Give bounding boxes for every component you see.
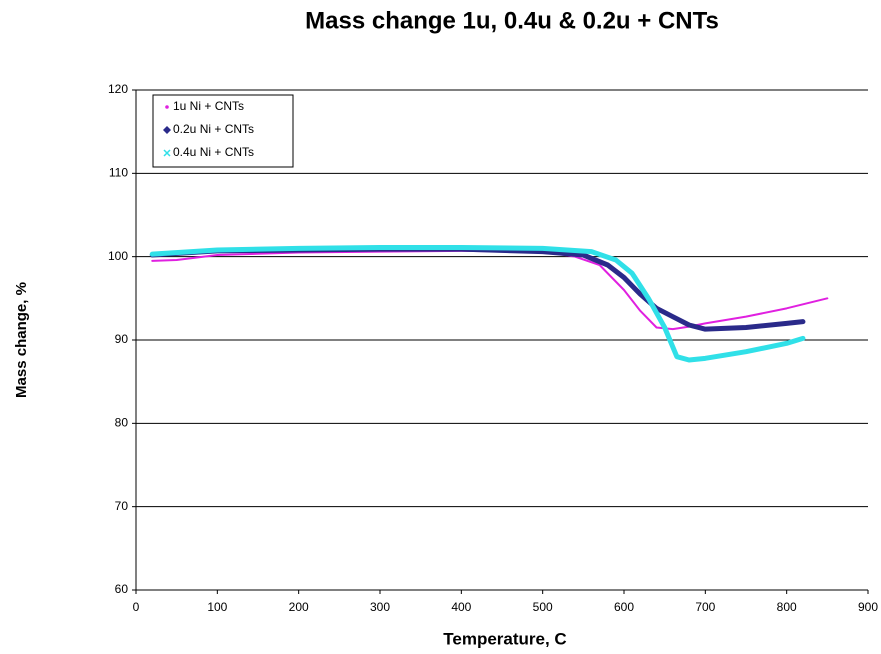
y-tick-label: 110 bbox=[109, 166, 128, 180]
y-tick-label: 90 bbox=[115, 332, 129, 346]
legend-label: 0.4u Ni + CNTs bbox=[173, 145, 254, 159]
x-tick-label: 400 bbox=[451, 600, 471, 614]
x-tick-label: 0 bbox=[133, 600, 140, 614]
x-axis-label: Temperature, C bbox=[443, 629, 566, 648]
x-tick-label: 100 bbox=[207, 600, 227, 614]
x-tick-label: 600 bbox=[614, 600, 634, 614]
x-tick-label: 200 bbox=[289, 600, 309, 614]
data-line bbox=[149, 246, 806, 332]
y-tick-label: 120 bbox=[108, 82, 128, 96]
legend-marker bbox=[163, 149, 171, 157]
y-tick-label: 60 bbox=[115, 582, 129, 596]
data-line bbox=[149, 245, 806, 363]
x-tick-label: 700 bbox=[695, 600, 715, 614]
y-tick-label: 70 bbox=[115, 499, 129, 513]
x-tick-label: 300 bbox=[370, 600, 390, 614]
legend-label: 0.2u Ni + CNTs bbox=[173, 122, 254, 136]
y-tick-label: 80 bbox=[115, 416, 129, 430]
legend-marker bbox=[163, 126, 171, 134]
y-axis-label: Mass change, % bbox=[13, 282, 30, 398]
data-line bbox=[151, 249, 829, 331]
legend-marker bbox=[165, 105, 169, 109]
legend-label: 1u Ni + CNTs bbox=[173, 99, 244, 113]
chart-title: Mass change 1u, 0.4u & 0.2u + CNTs bbox=[305, 7, 719, 34]
x-tick-label: 900 bbox=[858, 600, 878, 614]
x-tick-label: 800 bbox=[777, 600, 797, 614]
x-tick-label: 500 bbox=[533, 600, 553, 614]
legend-box bbox=[152, 94, 294, 168]
y-tick-label: 100 bbox=[108, 249, 128, 263]
